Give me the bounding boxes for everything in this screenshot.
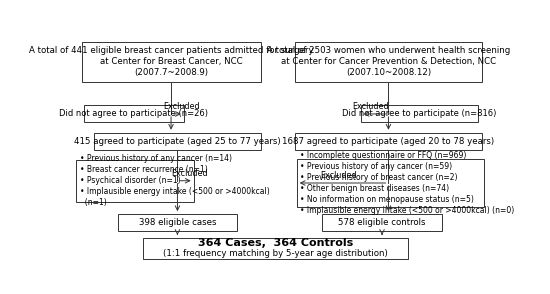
Text: Excluded: Excluded xyxy=(163,102,200,111)
FancyBboxPatch shape xyxy=(295,133,482,150)
FancyBboxPatch shape xyxy=(297,159,485,207)
Text: 398 eligible cases: 398 eligible cases xyxy=(139,218,216,227)
Text: 578 eligible controls: 578 eligible controls xyxy=(338,218,426,227)
FancyBboxPatch shape xyxy=(95,133,261,150)
Text: A total of 441 eligible breast cancer patients admitted for surgery
at Center fo: A total of 441 eligible breast cancer pa… xyxy=(29,46,313,78)
Text: 415 agreed to participate (aged 25 to 77 years): 415 agreed to participate (aged 25 to 77… xyxy=(74,137,280,146)
FancyBboxPatch shape xyxy=(322,214,442,231)
Text: • Previous history of any cancer (n=14)
• Breast cancer recurrence (n=1)
• Psych: • Previous history of any cancer (n=14) … xyxy=(80,154,270,208)
Text: Excluded: Excluded xyxy=(172,169,208,178)
Text: Did not agree to participate (n=816): Did not agree to participate (n=816) xyxy=(342,109,497,118)
Text: Excluded: Excluded xyxy=(320,171,356,180)
FancyBboxPatch shape xyxy=(144,238,408,259)
FancyBboxPatch shape xyxy=(84,106,184,122)
Text: 1687 agreed to participate (aged 20 to 78 years): 1687 agreed to participate (aged 20 to 7… xyxy=(282,137,494,146)
Text: • Incomplete questionnaire or FFQ (n=969)
• Previous history of any cancer (n=59: • Incomplete questionnaire or FFQ (n=969… xyxy=(300,151,514,215)
FancyBboxPatch shape xyxy=(361,106,478,122)
FancyBboxPatch shape xyxy=(118,214,237,231)
FancyBboxPatch shape xyxy=(295,42,482,82)
Text: 364 Cases,  364 Controls: 364 Cases, 364 Controls xyxy=(198,238,353,248)
FancyBboxPatch shape xyxy=(76,160,194,202)
Text: Excluded: Excluded xyxy=(352,102,389,111)
Text: (1:1 frequency matching by 5-year age distribution): (1:1 frequency matching by 5-year age di… xyxy=(163,249,388,258)
FancyBboxPatch shape xyxy=(81,42,261,82)
Text: A total of 2503 women who underwent health screening
at Center for Cancer Preven: A total of 2503 women who underwent heal… xyxy=(267,46,510,78)
Text: Did not agree to participate (n=26): Did not agree to participate (n=26) xyxy=(59,109,208,118)
